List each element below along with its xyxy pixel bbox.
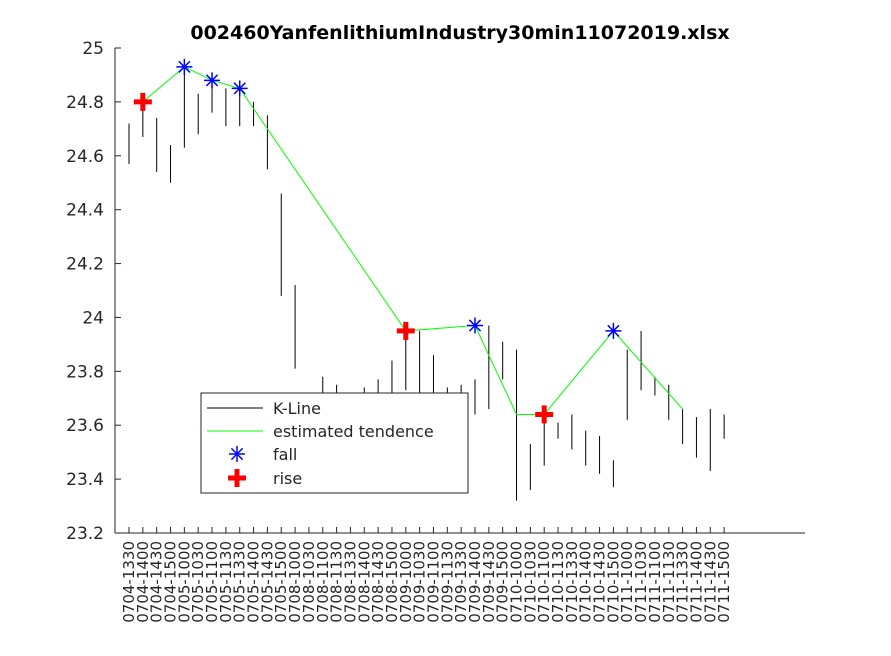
x-tick-label: 0711-1100 [646, 541, 664, 623]
x-tick-label: 0705-1130 [217, 541, 235, 623]
y-ticks: 23.2 23.4 23.6 23.8 24 24.2 24.4 24.6 24.8 25 [66, 39, 121, 544]
y-tick-label: 23.4 [66, 470, 104, 490]
rise-marker [133, 92, 152, 111]
x-tick-label: 0709-1430 [480, 541, 498, 623]
x-tick-label: 0708-1100 [314, 541, 332, 623]
x-tick-label: 0710-1400 [577, 541, 595, 623]
rise-marker [535, 405, 554, 424]
fall-marker [231, 80, 248, 97]
x-tick-label: 0705-1330 [231, 541, 249, 623]
x-tick-label: 0705-1000 [175, 541, 193, 623]
chart-title: 002460YanfenlithiumIndustry30min11072019… [190, 22, 729, 44]
x-tick-label: 0709-1000 [397, 541, 415, 623]
legend-tendence-label: estimated tendence [273, 422, 434, 441]
legend-kline-label: K-Line [273, 399, 321, 418]
x-tick-label: 0705-1430 [258, 541, 276, 623]
x-tick-label: 0710-1500 [604, 541, 622, 623]
x-tick-label: 0711-1500 [715, 541, 733, 623]
x-tick-label: 0711-1400 [687, 541, 705, 623]
x-tick-label: 0708-1500 [383, 541, 401, 623]
x-tick-label: 0704-1500 [162, 541, 180, 623]
x-tick-label: 0709-1400 [466, 541, 484, 623]
x-ticks: 0704-13300704-14000704-14300704-15000705… [120, 527, 733, 623]
y-tick-label: 24 [82, 308, 104, 328]
x-tick-label: 0705-1030 [189, 541, 207, 623]
legend-rise-marker [228, 469, 246, 487]
x-tick-label: 0711-1130 [660, 541, 678, 623]
y-tick-label: 24.4 [66, 201, 104, 221]
y-tick-label: 23.2 [66, 524, 104, 544]
x-tick-label: 0710-1130 [549, 541, 567, 623]
x-tick-label: 0705-1500 [272, 541, 290, 623]
x-tick-label: 0704-1400 [134, 541, 152, 623]
x-tick-label: 0709-1330 [452, 541, 470, 623]
marker-layer [133, 58, 622, 424]
y-tick-label: 23.8 [66, 362, 104, 382]
legend-fall-label: fall [273, 445, 297, 464]
x-tick-label: 0710-1100 [535, 541, 553, 623]
x-tick-label: 0710-1000 [508, 541, 526, 623]
x-tick-label: 0711-1000 [618, 541, 636, 623]
x-tick-label: 0710-1430 [591, 541, 609, 623]
x-tick-label: 0711-1430 [701, 541, 719, 623]
y-tick-label: 23.6 [66, 416, 104, 436]
fall-marker [204, 72, 221, 89]
fall-marker [176, 58, 193, 75]
x-tick-label: 0704-1430 [148, 541, 166, 623]
x-tick-label: 0711-1030 [632, 541, 650, 623]
x-tick-label: 0705-1100 [203, 541, 221, 623]
legend-rise-label: rise [273, 469, 302, 488]
y-tick-label: 24.6 [66, 147, 104, 167]
x-tick-label: 0709-1500 [494, 541, 512, 623]
y-tick-label: 24.2 [66, 255, 104, 275]
x-tick-label: 0708-1000 [286, 541, 304, 623]
x-tick-label: 0711-1330 [674, 541, 692, 623]
fall-marker [605, 322, 622, 339]
axes [114, 48, 805, 534]
tendence-line [142, 66, 683, 415]
rise-icon [228, 469, 246, 487]
legend-fall-marker [229, 446, 245, 462]
x-tick-label: 0710-1330 [563, 541, 581, 623]
fall-marker [467, 317, 483, 334]
x-tick-label: 0708-1130 [328, 541, 346, 623]
legend: K-Line estimated tendence fall rise [200, 392, 469, 494]
x-tick-label: 0709-1130 [438, 541, 456, 623]
x-tick-label: 0708-1400 [355, 541, 373, 623]
y-tick-label: 25 [82, 39, 104, 59]
x-tick-label: 0708-1330 [341, 541, 359, 623]
x-tick-label: 0704-1330 [120, 541, 138, 623]
y-tick-label: 24.8 [66, 93, 104, 113]
x-tick-label: 0709-1030 [411, 541, 429, 623]
fall-icon [229, 446, 245, 462]
x-tick-label: 0708-1430 [369, 541, 387, 623]
rise-marker [396, 321, 415, 340]
x-tick-label: 0710-1030 [521, 541, 539, 623]
x-tick-label: 0709-1100 [424, 541, 442, 623]
x-tick-label: 0708-1030 [300, 541, 318, 623]
x-tick-label: 0705-1400 [245, 541, 263, 623]
